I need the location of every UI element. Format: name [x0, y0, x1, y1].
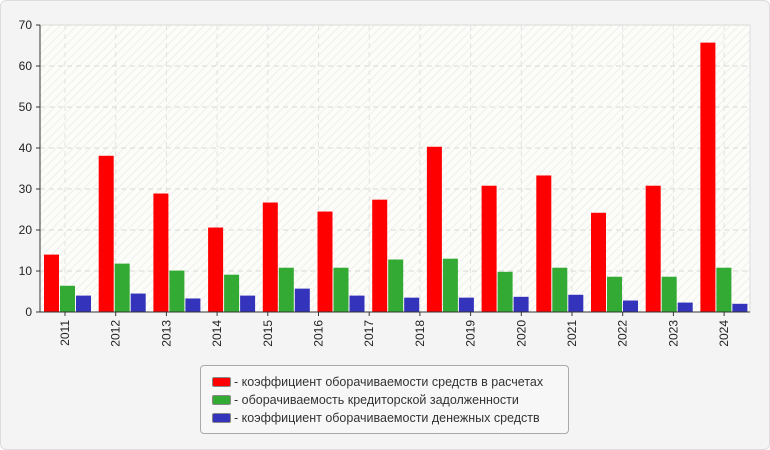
bar-series-2: [442, 258, 458, 312]
bar-series-1: [208, 227, 224, 312]
bar-series-2: [716, 267, 732, 312]
bar-series-1: [591, 212, 606, 312]
x-tick-label: 2012: [109, 320, 123, 347]
bar-series-3: [240, 295, 256, 312]
bar-series-2: [169, 270, 185, 312]
x-tick-label: 2019: [464, 320, 478, 347]
y-tick-label: 30: [19, 182, 33, 196]
x-tick-label: 2022: [616, 320, 630, 347]
legend-item-cash-turnover: - коэффициент оборачиваемости денежных с…: [212, 411, 540, 425]
y-tick-label: 50: [19, 100, 33, 114]
y-tick-label: 70: [19, 18, 33, 32]
bar-series-1: [153, 193, 169, 312]
bar-series-1: [98, 155, 114, 312]
bar-series-1: [262, 202, 278, 312]
bar-series-1: [44, 254, 59, 312]
bar-series-2: [552, 267, 568, 312]
legend-label: - оборачиваемость кредиторской задолженн…: [234, 393, 519, 407]
bar-series-1: [481, 185, 497, 312]
x-tick-label: 2021: [565, 320, 579, 347]
bar-series-3: [404, 297, 420, 312]
x-tick-label: 2014: [210, 320, 224, 347]
bar-series-2: [607, 276, 622, 312]
y-tick-label: 20: [19, 223, 33, 237]
y-tick-label: 60: [19, 59, 33, 73]
bar-series-2: [661, 276, 677, 312]
x-tick-label: 2024: [717, 320, 731, 347]
legend-swatch-green: [212, 395, 231, 405]
bar-series-3: [76, 295, 91, 312]
bar-series-1: [317, 211, 333, 312]
bar-series-3: [458, 297, 474, 312]
bar-series-2: [497, 271, 513, 312]
bar-series-2: [333, 267, 349, 312]
x-tick-label: 2023: [666, 320, 680, 347]
bar-series-1: [372, 199, 388, 312]
bar-series-1: [700, 42, 716, 312]
bar-series-3: [294, 288, 310, 312]
bar-series-3: [568, 294, 584, 312]
bar-series-3: [732, 303, 748, 312]
bar-series-2: [114, 263, 130, 312]
legend: - коэффициент оборачиваемости средств в …: [200, 365, 569, 434]
bar-series-3: [185, 298, 201, 312]
legend-label: - коэффициент оборачиваемости средств в …: [234, 375, 544, 389]
y-tick-label: 10: [19, 264, 33, 278]
bar-series-2: [278, 267, 294, 312]
bar-series-2: [388, 259, 404, 312]
x-tick-label: 2016: [312, 320, 326, 347]
x-tick-label: 2017: [362, 320, 376, 347]
x-tick-label: 2018: [413, 320, 427, 347]
legend-swatch-red: [212, 377, 231, 387]
x-tick-label: 2015: [261, 320, 275, 347]
legend-label: - коэффициент оборачиваемости денежных с…: [234, 411, 540, 425]
y-tick-label: 0: [25, 305, 32, 319]
x-tick-label: 2020: [514, 320, 528, 347]
bar-series-2: [60, 285, 75, 312]
bar-series-3: [130, 293, 146, 312]
legend-swatch-blue: [212, 413, 231, 423]
bar-series-3: [349, 295, 365, 312]
bar-series-3: [513, 296, 529, 312]
bar-series-3: [623, 300, 638, 312]
legend-item-receivables-turnover: - коэффициент оборачиваемости средств в …: [212, 375, 543, 389]
bar-series-1: [645, 185, 661, 312]
y-tick-label: 40: [19, 141, 33, 155]
bar-series-2: [224, 274, 240, 312]
bar-series-1: [426, 146, 442, 312]
x-tick-label: 2011: [58, 320, 72, 346]
x-tick-label: 2013: [159, 320, 173, 347]
bar-series-3: [677, 302, 693, 312]
legend-item-payables-turnover: - оборачиваемость кредиторской задолженн…: [212, 393, 519, 407]
bar-series-1: [536, 175, 552, 312]
